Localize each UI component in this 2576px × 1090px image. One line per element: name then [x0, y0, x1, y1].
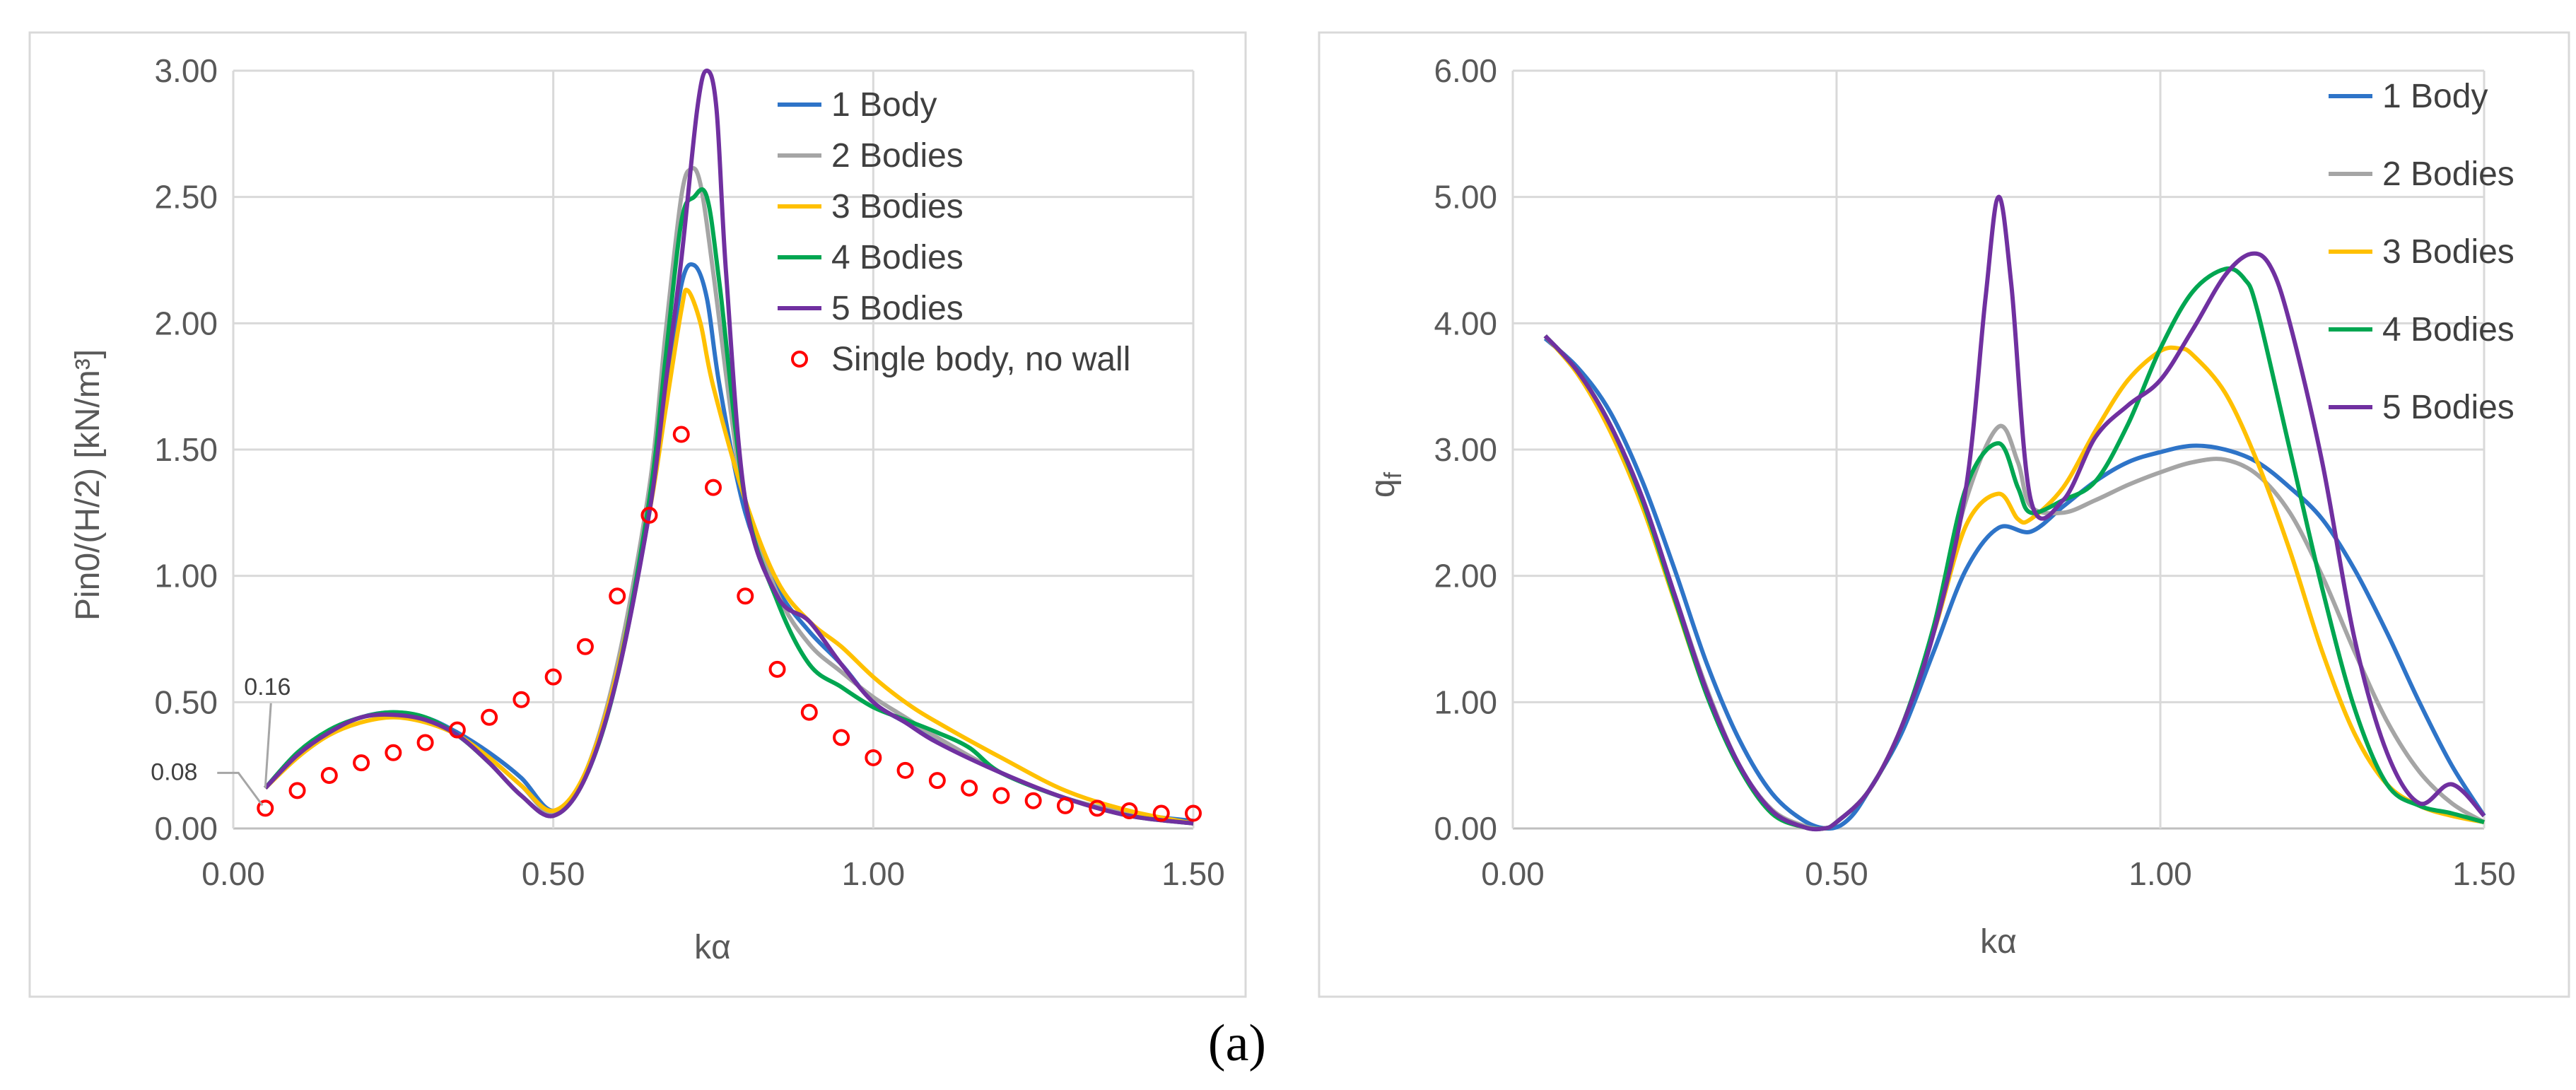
chart-right-ticks: 0.00 1.00 2.00 3.00 4.00 5.00 6.00 0.00 0.50 1.00…: [1434, 52, 2515, 892]
left-scatter-point: [481, 708, 498, 726]
chart-left-y-label: Pin0/(H/2) [kN/m³]: [69, 349, 107, 621]
left-scatter-point: [1185, 804, 1202, 822]
chart-right-x-label: kα: [1980, 923, 2017, 961]
left-legend-swatch-scatter: [791, 351, 808, 368]
right-legend-label-5: 5 Bodies: [2382, 389, 2514, 426]
left-scatter-point: [1056, 797, 1074, 814]
chart-left-x-label: kα: [694, 929, 731, 966]
left-scatter-point: [896, 761, 914, 779]
chart-right-y-label-sub: f: [1380, 471, 1407, 479]
left-legend-label-scatter: Single body, no wall: [831, 341, 1130, 378]
right-xtick-label: 0.00: [1481, 855, 1545, 892]
left-legend-label-2: 2 Bodies: [831, 137, 964, 175]
chart-right-series: [1543, 194, 2486, 832]
left-scatter-point: [448, 721, 466, 739]
left-scatter-point: [865, 749, 882, 766]
left-scatter-point: [800, 703, 818, 721]
annotation-leader-016: [264, 703, 272, 788]
chart-left-ticks: 0.00 0.50 1.00 1.50 2.00 2.50 3.00 0.00 0.50 1.00…: [154, 52, 1224, 892]
left-legend-label-4: 4 Bodies: [831, 239, 964, 276]
right-ytick-label: 6.00: [1434, 52, 1497, 89]
left-scatter-point: [768, 660, 786, 678]
right-xtick-label: 1.00: [2129, 855, 2192, 892]
left-legend-label-3: 3 Bodies: [831, 188, 964, 225]
right-legend-label-3: 3 Bodies: [2382, 233, 2514, 271]
left-ytick-label: 1.50: [154, 431, 218, 468]
left-scatter-point: [320, 766, 338, 784]
left-scatter-point: [513, 691, 530, 708]
right-series-5: [1543, 194, 2486, 832]
right-ytick-label: 4.00: [1434, 305, 1497, 341]
left-scatter-point: [1024, 792, 1042, 809]
left-xtick-label: 0.00: [201, 855, 265, 892]
left-ytick-label: 2.50: [154, 179, 218, 216]
left-scatter-point: [1120, 802, 1138, 819]
figure-caption: (a): [1208, 1014, 1266, 1072]
chart-right-y-label-main: q: [1364, 479, 1402, 498]
chart-left-border: [28, 31, 1247, 998]
left-scatter-point: [416, 734, 434, 751]
left-scatter-point: [1152, 804, 1170, 822]
left-legend-label-1: 1 Body: [831, 86, 937, 124]
left-scatter-point: [1089, 799, 1106, 817]
left-ytick-label: 0.50: [154, 684, 218, 720]
left-scatter-point: [737, 587, 754, 605]
right-ytick-label: 2.00: [1434, 558, 1497, 594]
left-ytick-label: 1.00: [154, 558, 218, 594]
left-scatter-point: [928, 772, 946, 790]
right-legend-label-1: 1 Body: [2382, 78, 2488, 115]
right-ytick-label: 1.00: [1434, 684, 1497, 720]
left-scatter-point: [993, 787, 1010, 804]
left-ytick-label: 0.00: [154, 810, 218, 847]
left-ytick-label: 2.00: [154, 305, 218, 341]
left-scatter-point: [961, 779, 978, 797]
right-xtick-label: 0.50: [1805, 855, 1868, 892]
left-scatter-point: [353, 754, 370, 772]
annotation-label-016: 0.16: [244, 674, 291, 701]
left-scatter-point: [385, 744, 402, 761]
left-ytick-label: 3.00: [154, 52, 218, 89]
chart-right: 0.00 1.00 2.00 3.00 4.00 5.00 6.00 0.00 0.50 1.00…: [1318, 31, 2570, 998]
left-scatter-point: [544, 668, 562, 686]
left-scatter-point: [640, 506, 658, 524]
chart-left: 0.00 0.50 1.00 1.50 2.00 2.50 3.00 0.00 0.50 1.00…: [28, 31, 1247, 998]
chart-right-y-label: qf: [1364, 471, 1407, 498]
right-legend-label-4: 4 Bodies: [2382, 311, 2514, 348]
chart-right-legend: 1 Body 2 Bodies 3 Bodies 4 Bodies 5 Bodies: [2329, 78, 2514, 426]
left-legend-label-5: 5 Bodies: [831, 290, 964, 327]
annotation-label-008: 0.08: [151, 758, 197, 785]
left-scatter-point: [609, 587, 626, 605]
left-xtick-label: 0.50: [522, 855, 585, 892]
left-scatter-point: [288, 782, 306, 799]
right-ytick-label: 0.00: [1434, 810, 1497, 847]
chart-left-legend: 1 Body 2 Bodies 3 Bodies 4 Bodies 5 Bodies Si…: [778, 86, 1130, 378]
left-xtick-label: 1.00: [842, 855, 906, 892]
chart-left-annotations: 0.16 0.08: [151, 674, 291, 807]
chart-right-border: [1318, 31, 2570, 998]
left-xtick-label: 1.50: [1161, 855, 1225, 892]
right-xtick-label: 1.50: [2452, 855, 2516, 892]
right-legend-label-2: 2 Bodies: [2382, 156, 2514, 193]
right-ytick-label: 3.00: [1434, 431, 1497, 468]
left-scatter-point: [672, 426, 690, 443]
chart-left-scatter: [257, 426, 1202, 822]
left-scatter-point: [257, 799, 274, 817]
left-series-5: [264, 69, 1194, 826]
left-scatter-point: [705, 479, 722, 496]
left-scatter-point: [833, 729, 850, 746]
right-ytick-label: 5.00: [1434, 179, 1497, 216]
annotation-leader-008: [217, 771, 264, 807]
left-scatter-point: [576, 638, 594, 655]
